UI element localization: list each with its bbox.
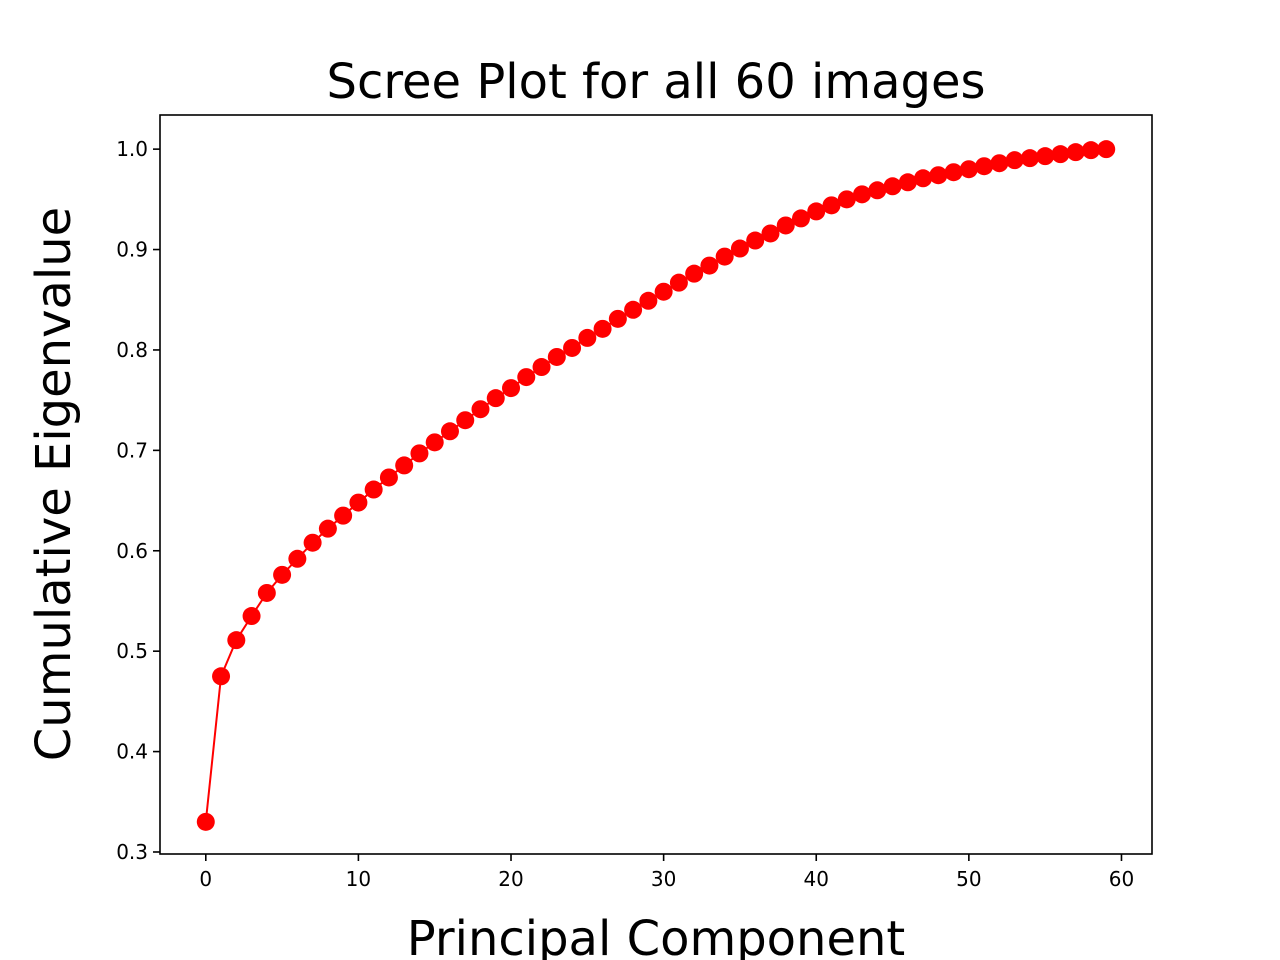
y-tick-label: 0.8 xyxy=(116,338,148,362)
data-point xyxy=(807,202,826,221)
data-point xyxy=(1066,143,1085,162)
data-point xyxy=(456,411,475,430)
x-tick-label: 20 xyxy=(498,867,523,891)
data-point xyxy=(486,389,505,408)
x-tick-label: 40 xyxy=(804,867,829,891)
data-point xyxy=(1051,145,1070,164)
x-axis: 0 10 20 30 40 50 60 xyxy=(199,854,1134,891)
data-point xyxy=(196,812,215,831)
data-point xyxy=(654,282,673,301)
data-point xyxy=(410,444,429,463)
data-point xyxy=(975,157,994,176)
data-point xyxy=(471,400,490,419)
data-point xyxy=(959,160,978,179)
data-point xyxy=(730,239,749,258)
data-point xyxy=(624,300,643,319)
data-point xyxy=(288,549,307,568)
data-point xyxy=(715,247,734,266)
data-point xyxy=(868,181,887,200)
data-point xyxy=(273,565,292,584)
data-point xyxy=(395,456,414,475)
data-point xyxy=(593,319,612,338)
data-point xyxy=(776,216,795,235)
data-point xyxy=(822,196,841,215)
data-point xyxy=(502,379,521,398)
data-point xyxy=(700,256,719,275)
data-point xyxy=(1097,140,1116,159)
data-point xyxy=(547,347,566,366)
data-point xyxy=(1081,141,1100,160)
y-tick-label: 0.9 xyxy=(116,238,148,262)
data-point xyxy=(669,273,688,292)
x-tick-label: 50 xyxy=(956,867,981,891)
data-point xyxy=(349,493,368,512)
data-point xyxy=(242,607,261,626)
data-point xyxy=(227,631,246,650)
y-tick-label: 0.6 xyxy=(116,539,148,563)
data-point xyxy=(837,190,856,209)
x-tick-label: 60 xyxy=(1109,867,1134,891)
data-point xyxy=(578,328,597,347)
data-series xyxy=(196,140,1116,831)
data-point xyxy=(944,163,963,182)
x-tick-label: 0 xyxy=(199,867,212,891)
data-point xyxy=(1005,151,1024,170)
data-point xyxy=(440,422,459,441)
data-point xyxy=(1036,147,1055,166)
data-point xyxy=(517,368,536,387)
data-point xyxy=(883,177,902,196)
data-point xyxy=(791,209,810,228)
data-point xyxy=(929,166,948,185)
data-point xyxy=(608,309,627,328)
data-point xyxy=(563,338,582,357)
data-point xyxy=(853,185,872,204)
series-line xyxy=(204,148,1107,822)
data-point xyxy=(639,291,658,310)
x-tick-label: 10 xyxy=(346,867,371,891)
x-axis-label: Principal Component xyxy=(407,911,905,960)
y-tick-label: 0.4 xyxy=(116,740,148,764)
data-point xyxy=(334,506,353,525)
data-point xyxy=(898,173,917,192)
y-tick-label: 0.5 xyxy=(116,639,148,663)
y-tick-label: 1.0 xyxy=(116,137,148,161)
data-point xyxy=(364,480,383,499)
data-point xyxy=(746,231,765,250)
data-point xyxy=(685,264,704,283)
x-tick-label: 30 xyxy=(651,867,676,891)
y-axis-label: Cumulative Eigenvalue xyxy=(26,207,82,761)
chart-title: Scree Plot for all 60 images xyxy=(326,54,985,110)
data-point xyxy=(1020,149,1039,168)
data-point xyxy=(318,519,337,538)
plot-frame xyxy=(159,114,1153,855)
data-point xyxy=(914,169,933,188)
data-point xyxy=(990,154,1009,173)
y-tick-label: 0.3 xyxy=(116,840,148,864)
data-point xyxy=(425,433,444,452)
data-point xyxy=(532,358,551,377)
data-point xyxy=(212,667,231,686)
y-tick-label: 0.7 xyxy=(116,438,148,462)
data-point xyxy=(379,468,398,487)
data-point xyxy=(303,533,322,552)
y-axis: 0.3 0.4 0.5 0.6 0.7 0.8 0.9 1.0 xyxy=(116,137,160,864)
data-point xyxy=(761,224,780,243)
data-point xyxy=(257,583,276,602)
